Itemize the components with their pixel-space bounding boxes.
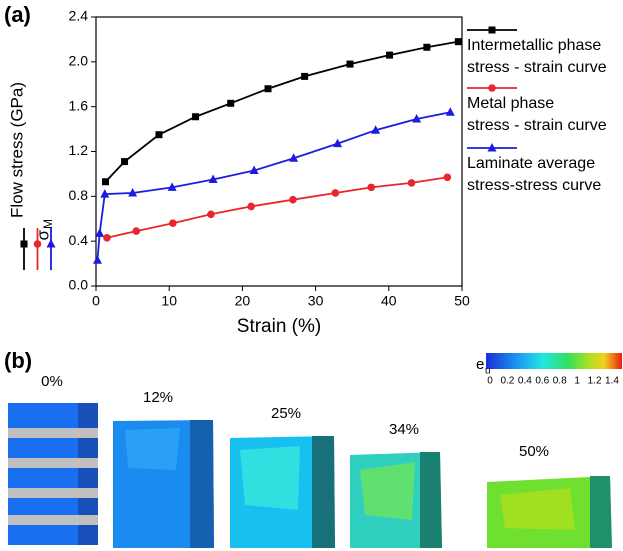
marker (247, 203, 255, 211)
y-tick-label: 1.6 (69, 97, 89, 113)
figure: (a) (b) Strain (%) Flow stress (GPa) σ M… (0, 0, 623, 551)
y-tick-label: 2.4 (69, 8, 89, 24)
x-tick-label: 10 (161, 293, 177, 309)
y-tick-label: 2.0 (69, 53, 89, 69)
snapshot-label: 12% (143, 389, 173, 406)
marker (408, 179, 416, 187)
x-tick-label: 40 (381, 293, 397, 309)
series-line (107, 177, 447, 238)
snapshot-label: 0% (41, 373, 63, 390)
legend-label: Intermetallic phase stress - strain curv… (467, 35, 607, 79)
marker (289, 196, 297, 204)
marker (301, 73, 308, 80)
legend-label: Metal phase stress - strain curve (467, 93, 607, 137)
marker (155, 131, 162, 138)
marker (121, 158, 128, 165)
colorbar-tick-label: 1.2 (588, 376, 602, 387)
x-tick-label: 0 (92, 293, 100, 309)
marker (169, 219, 177, 227)
y-tick-label: 0.0 (69, 277, 89, 293)
legend-label: Laminate average stress-stress curve (467, 153, 601, 197)
x-axis-label: Strain (%) (237, 316, 321, 337)
marker (227, 100, 234, 107)
panel-label: (a) (4, 2, 31, 27)
x-tick-label: 50 (454, 293, 470, 309)
colorbar-tick-label: 1.4 (605, 376, 619, 387)
marker (446, 107, 455, 116)
marker (423, 44, 430, 51)
snapshot-label: 34% (389, 421, 419, 438)
snapshot (8, 403, 98, 545)
marker (367, 184, 375, 192)
series-line (97, 112, 450, 260)
snapshot (230, 436, 335, 548)
colorbar-tick-label: 0.6 (535, 376, 549, 387)
colorbar-tick-label: 0.2 (500, 376, 514, 387)
marker (386, 52, 393, 59)
marker (103, 234, 111, 242)
marker (488, 84, 496, 92)
colorbar (486, 353, 622, 369)
marker (93, 255, 102, 263)
marker (132, 227, 140, 235)
panel-label: (b) (4, 348, 32, 373)
snapshot (350, 452, 442, 548)
y-axis-symbol-text: σ (33, 230, 52, 241)
marker (444, 173, 452, 181)
marker (21, 241, 28, 248)
plot-frame (96, 17, 462, 286)
chart: (a) (b) Strain (%) Flow stress (GPa) σ M… (0, 0, 623, 551)
legend-marker (489, 27, 496, 34)
colorbar-tick-label: 0.4 (518, 376, 532, 387)
y-axis-label: Flow stress (GPa) (7, 82, 26, 218)
colorbar-label: e (476, 356, 484, 373)
marker (34, 240, 42, 248)
marker (192, 113, 199, 120)
x-tick-label: 30 (308, 293, 324, 309)
y-tick-label: 0.4 (69, 232, 89, 248)
marker (265, 85, 272, 92)
marker (332, 189, 340, 197)
y-tick-label: 0.8 (69, 187, 89, 203)
marker (207, 210, 215, 218)
colorbar-tick-label: 0.8 (553, 376, 567, 387)
y-tick-label: 1.2 (69, 142, 89, 158)
snapshot-label: 25% (271, 405, 301, 422)
marker (347, 61, 354, 68)
marker (455, 38, 462, 45)
legend-marker (488, 84, 496, 92)
x-tick-label: 20 (235, 293, 251, 309)
snapshot (487, 476, 612, 548)
marker (102, 178, 109, 185)
snapshot (113, 420, 214, 548)
marker (489, 27, 496, 34)
colorbar-tick-label: 1 (574, 376, 580, 387)
series-line (106, 42, 459, 182)
snapshot-label: 50% (519, 443, 549, 460)
colorbar-tick-label: 0 (487, 376, 493, 387)
y-axis-symbol-sub: M (41, 219, 55, 229)
